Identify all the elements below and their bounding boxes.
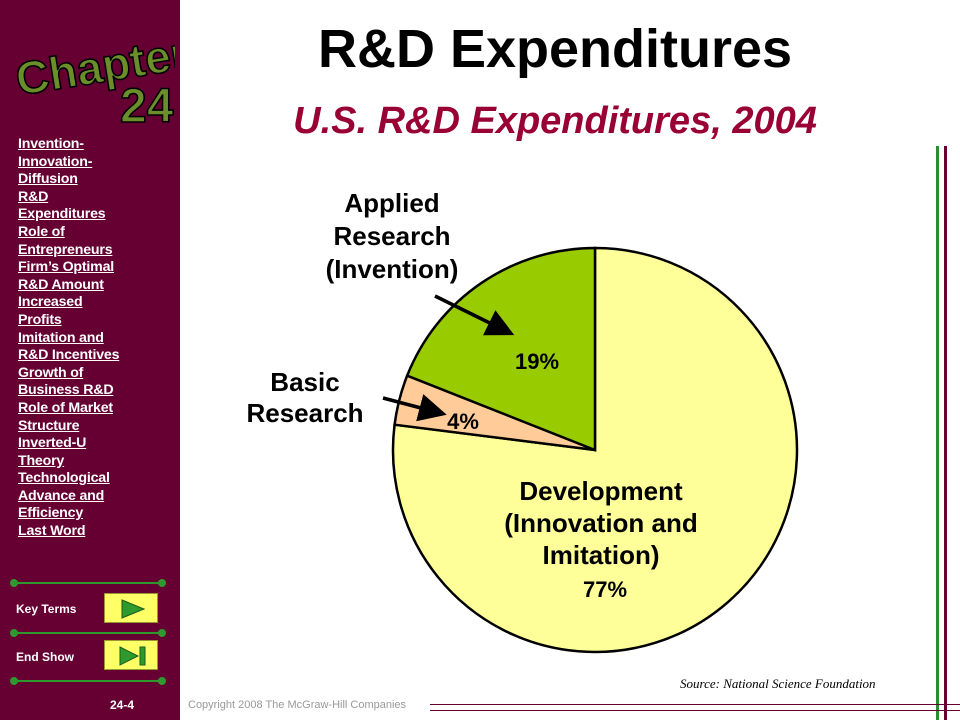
- end-show-icon: [119, 646, 146, 666]
- topic-link-increased-profits[interactable]: Increased Profits: [18, 294, 83, 328]
- topic-link-growth-of-business-rd[interactable]: Growth of Business R&D: [18, 364, 114, 399]
- chapter-logo: Chapter 24: [11, 26, 175, 134]
- pie-label-applied-research: Applied Research (Invention): [326, 188, 459, 284]
- end-show-button[interactable]: [104, 640, 158, 670]
- topic-link-rd-expenditures[interactable]: R&D Expenditures: [18, 188, 106, 223]
- topic-link-role-of-entrepreneurs[interactable]: Role of Entrepreneurs: [18, 223, 113, 258]
- topic-link-inverted-u-theory[interactable]: Inverted-U Theory: [18, 435, 87, 469]
- nav-divider: [10, 629, 166, 637]
- nav-divider: [10, 579, 166, 587]
- topic-link-last-word[interactable]: Last Word: [18, 523, 86, 540]
- pie-value-basic-research: 4%: [447, 409, 479, 434]
- topic-link-role-of-market-structure[interactable]: Role of Market Structure: [18, 399, 113, 434]
- decorative-rule: [944, 146, 947, 720]
- pie-slice-applied-research: [405, 246, 597, 452]
- decorative-rule: [430, 704, 960, 711]
- leader-arrow-basic-research: [382, 394, 447, 422]
- topic-link-invention-innovation-diffusion[interactable]: Invention- Innovation- Diffusion: [18, 136, 93, 188]
- key-terms-label: Key Terms: [16, 602, 77, 616]
- slide-number: 24-4: [110, 698, 135, 712]
- sidebar: Chapter 24 Invention- Innovation- Diffus…: [0, 0, 180, 720]
- topic-link-imitation-and-rd-incentives[interactable]: Imitation and R&D Incentives: [18, 329, 120, 364]
- topic-link-technological-advance[interactable]: Technological Advance and Efficiency: [18, 470, 110, 522]
- chart-title: U.S. R&D Expenditures, 2004: [293, 100, 817, 142]
- source-note: Source: National Science Foundation: [680, 676, 876, 691]
- pie-value-development: 77%: [583, 577, 627, 602]
- leader-arrow-applied-research: [434, 294, 515, 336]
- slide-title: R&D Expenditures: [317, 19, 793, 79]
- decorative-rule: [936, 146, 939, 720]
- chapter-number: 24: [120, 80, 174, 133]
- end-show-label: End Show: [16, 650, 74, 664]
- pie-label-basic-research: Basic Research: [246, 367, 363, 428]
- play-arrow-icon: [121, 599, 146, 619]
- copyright: Copyright 2008 The McGraw-Hill Companies: [188, 699, 407, 711]
- pie-label-development: Development (Innovation and Imitation): [504, 476, 698, 570]
- topic-link-firms-optimal-rd-amount[interactable]: Firm’s Optimal R&D Amount: [18, 259, 115, 293]
- topic-nav: Invention- Innovation- Diffusion R&D Exp…: [18, 136, 178, 541]
- pie-value-applied-research: 19%: [515, 349, 559, 374]
- key-terms-button[interactable]: [104, 593, 158, 623]
- nav-divider: [10, 677, 166, 685]
